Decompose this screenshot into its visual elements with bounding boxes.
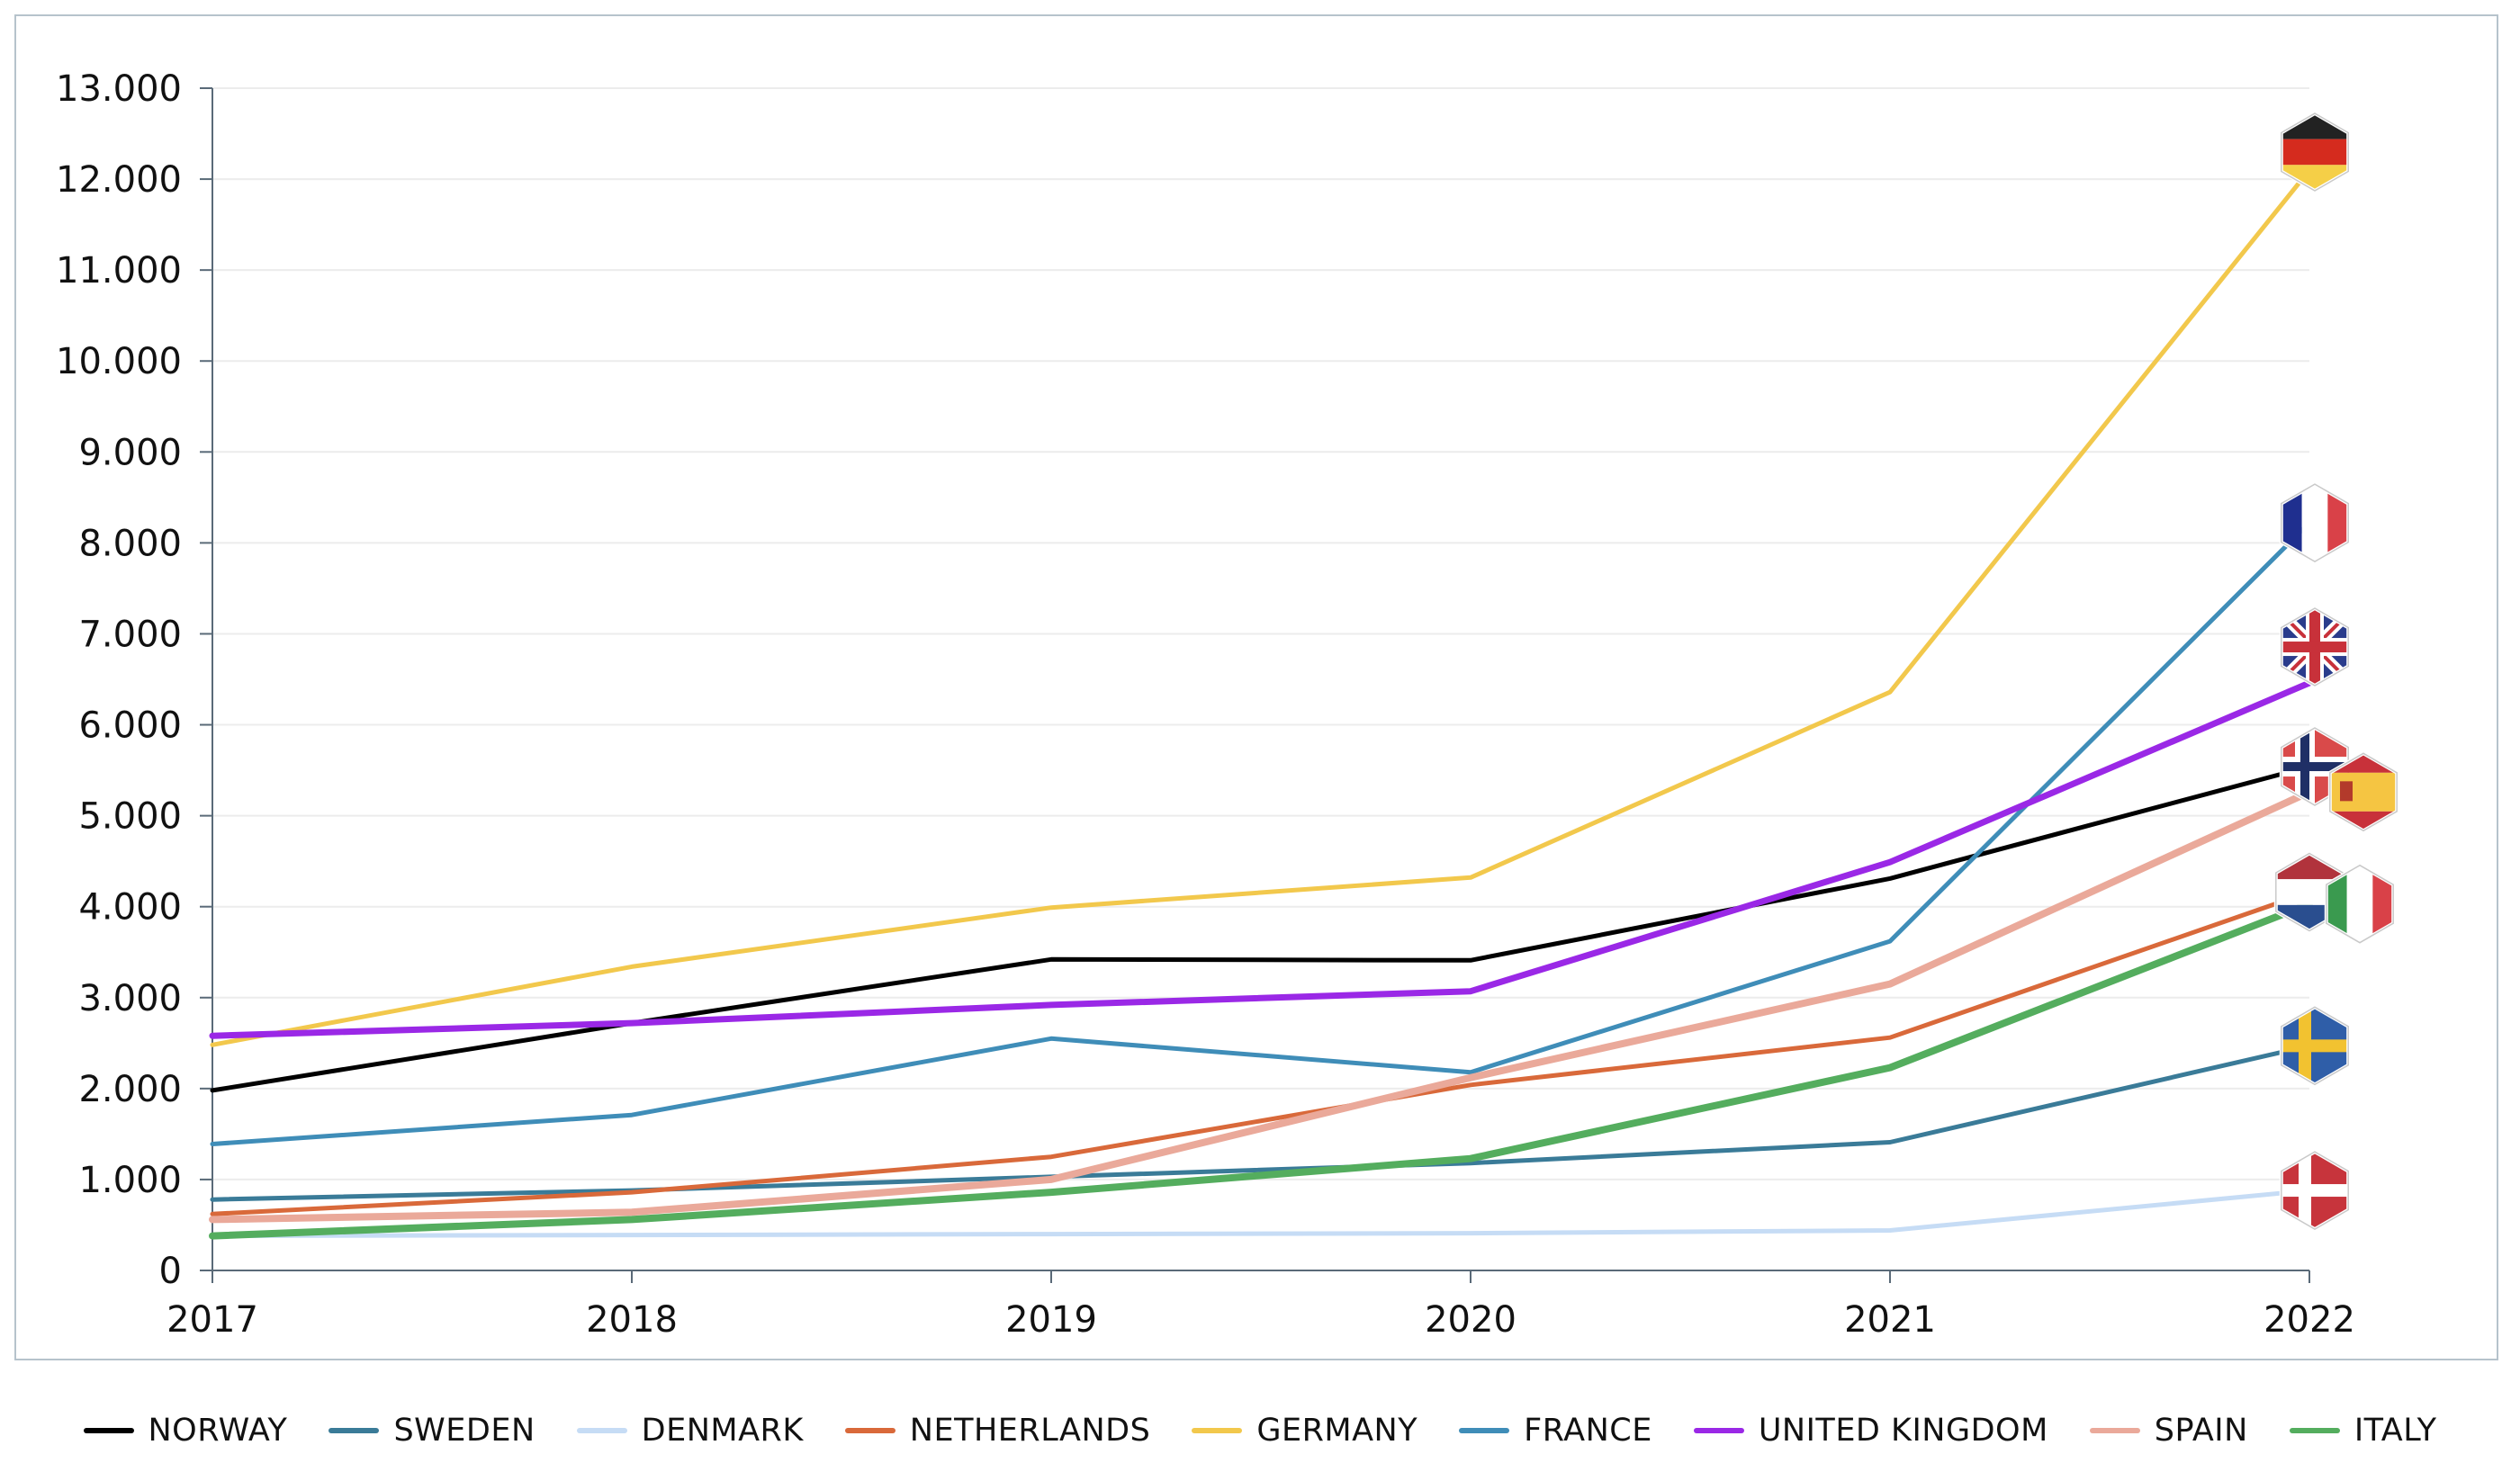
- united-kingdom-flag-icon: [2281, 608, 2349, 686]
- legend-item-sweden[interactable]: SWEDEN: [328, 1413, 535, 1449]
- legend-item-italy[interactable]: ITALY: [2289, 1413, 2437, 1449]
- y-tick-label: 13.000: [56, 68, 182, 110]
- series-line-united-kingdom: [209, 679, 2313, 1039]
- y-tick-label: 11.000: [56, 250, 182, 292]
- flag-outline: [2281, 483, 2349, 562]
- flag-outline: [2281, 1151, 2349, 1230]
- series-lines: [209, 167, 2313, 1240]
- legend-swatch: [83, 1428, 134, 1433]
- chart-frame: [14, 14, 2498, 1360]
- series-line-netherlands: [210, 890, 2312, 1216]
- x-tick-label: 2017: [166, 1299, 258, 1341]
- y-tick-label: 10.000: [56, 341, 182, 382]
- series-line-norway: [210, 764, 2312, 1093]
- denmark-flag-icon: [2281, 1152, 2349, 1230]
- legend-item-united-kingdom[interactable]: UNITED KINGDOM: [1693, 1413, 2048, 1449]
- x-tick-label: 2020: [1425, 1299, 1516, 1341]
- series-line-spain: [209, 788, 2313, 1224]
- italy-flag-icon: [2326, 865, 2394, 943]
- flag-outline: [2281, 727, 2349, 806]
- flag-outline: [2281, 112, 2349, 192]
- x-tick-label: 2021: [1844, 1299, 1936, 1341]
- x-tick-label: 2019: [1005, 1299, 1097, 1341]
- y-tick-label: 2.000: [78, 1069, 182, 1110]
- legend-label: GERMANY: [1256, 1413, 1418, 1449]
- tick-labels: 0 1.000 2.000 3.000 4.000 5.000 6.000 7.000 8.00…: [56, 68, 2355, 1341]
- legend-label: NORWAY: [148, 1413, 288, 1449]
- y-tick-label: 7.000: [78, 614, 182, 655]
- line-chart: 0 1.000 2.000 3.000 4.000 5.000 6.000 7.000 8.00…: [56, 68, 2399, 1341]
- legend-swatch: [844, 1428, 896, 1433]
- france-flag-icon: [2281, 484, 2349, 562]
- x-tick-label: 2018: [586, 1299, 678, 1341]
- series-line-italy: [209, 900, 2313, 1240]
- sweden-flag-icon: [2281, 1007, 2349, 1085]
- legend-swatch: [576, 1428, 627, 1433]
- legend-swatch: [2089, 1428, 2140, 1433]
- y-tick-label: 3.000: [78, 978, 182, 1019]
- legend-label: ITALY: [2354, 1413, 2437, 1449]
- legend-swatch: [1192, 1428, 1243, 1433]
- legend-item-germany[interactable]: GERMANY: [1192, 1413, 1418, 1449]
- series-line-sweden: [210, 1043, 2312, 1202]
- end-flags: [2273, 111, 2399, 1232]
- legend-label: UNITED KINGDOM: [1758, 1413, 2048, 1449]
- legend-item-norway[interactable]: NORWAY: [83, 1413, 288, 1449]
- legend-label: NETHERLANDS: [909, 1413, 1151, 1449]
- legend-item-netherlands[interactable]: NETHERLANDS: [844, 1413, 1151, 1449]
- y-tick-label: 0: [159, 1251, 182, 1292]
- legend-swatch: [328, 1428, 380, 1433]
- y-tick-label: 6.000: [78, 705, 182, 747]
- flag-outline: [2281, 607, 2349, 687]
- series-line-germany: [210, 167, 2312, 1047]
- y-tick-label: 4.000: [78, 887, 182, 929]
- legend-item-denmark[interactable]: DENMARK: [576, 1413, 804, 1449]
- flag-outline: [2281, 1006, 2349, 1086]
- legend-label: DENMARK: [641, 1413, 804, 1449]
- series-line-france: [210, 520, 2312, 1146]
- flag-outline: [2326, 864, 2394, 944]
- legend-label: SWEDEN: [393, 1413, 536, 1449]
- legend-swatch: [2289, 1428, 2340, 1433]
- x-tick-label: 2022: [2264, 1299, 2355, 1341]
- y-tick-label: 12.000: [56, 159, 182, 201]
- gridlines: [212, 87, 2309, 1180]
- y-tick-label: 5.000: [78, 796, 182, 838]
- legend: NORWAY SWEDEN DENMARK NETHERLANDS GERMANY FRA…: [0, 1404, 2520, 1458]
- y-tick-label: 8.000: [78, 523, 182, 564]
- y-tick-label: 1.000: [78, 1160, 182, 1201]
- axes: [200, 87, 2310, 1283]
- legend-label: SPAIN: [2154, 1413, 2248, 1449]
- legend-item-france[interactable]: FRANCE: [1459, 1413, 1652, 1449]
- legend-label: FRANCE: [1524, 1413, 1652, 1449]
- flag-outline: [2329, 752, 2398, 832]
- legend-swatch: [1693, 1428, 1744, 1433]
- legend-item-spain[interactable]: SPAIN: [2089, 1413, 2248, 1449]
- flag-outline: [2275, 852, 2344, 932]
- series-line-denmark: [210, 1188, 2312, 1239]
- legend-swatch: [1459, 1428, 1510, 1433]
- y-tick-label: 9.000: [78, 432, 182, 473]
